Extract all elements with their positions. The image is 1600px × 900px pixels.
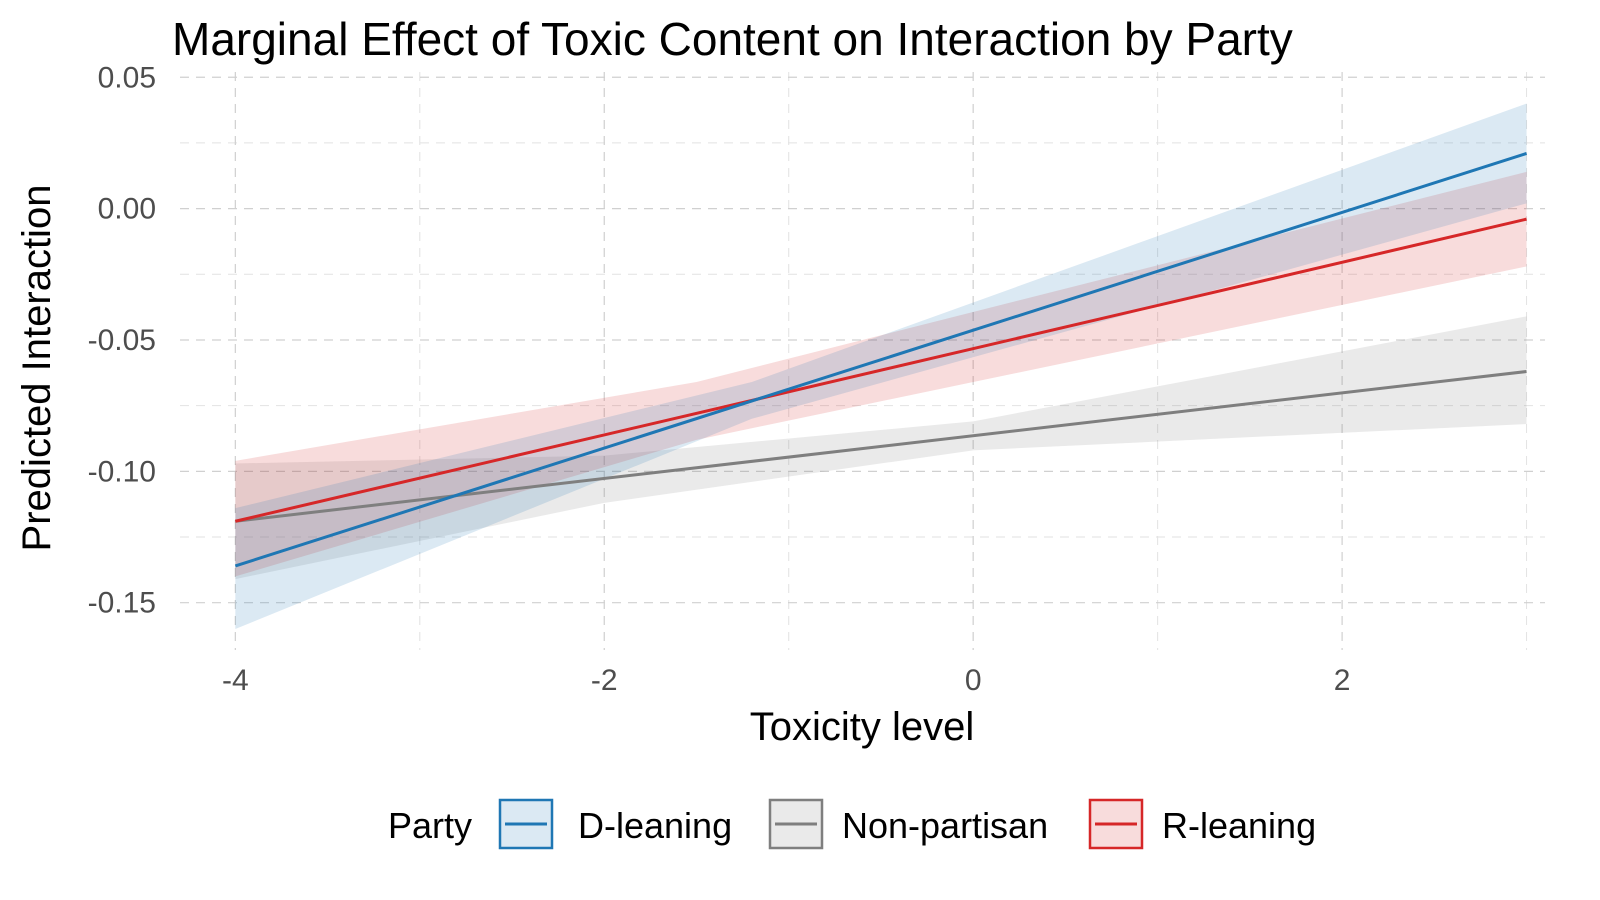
y-tick-label: 0.05 bbox=[98, 61, 156, 94]
ci-ribbon-r-leaning bbox=[235, 171, 1527, 577]
y-tick-label: -0.05 bbox=[88, 324, 156, 357]
y-axis-title: Predicted Interaction bbox=[15, 185, 59, 552]
series-line-d-leaning bbox=[234, 152, 1528, 568]
legend-item-non-partisan: Non-partisan bbox=[768, 798, 1048, 850]
chart-title: Marginal Effect of Toxic Content on Inte… bbox=[172, 13, 1293, 65]
x-tick-label: -2 bbox=[591, 664, 618, 697]
y-tick-label: -0.10 bbox=[88, 455, 156, 488]
grid bbox=[180, 72, 1545, 650]
confidence-ribbons bbox=[235, 103, 1527, 629]
legend-item-r-leaning: R-leaning bbox=[1088, 798, 1316, 850]
legend-label: Non-partisan bbox=[842, 805, 1048, 846]
legend: Party D-leaning Non-partisan R-leaning bbox=[388, 798, 1316, 850]
legend-label: D-leaning bbox=[578, 805, 732, 846]
legend-label: R-leaning bbox=[1162, 805, 1316, 846]
y-tick-label: 0.00 bbox=[98, 193, 156, 226]
series-lines bbox=[234, 152, 1528, 568]
y-axis-ticks: -0.15 -0.10 -0.05 0.00 0.05 bbox=[88, 61, 156, 619]
x-axis-ticks: -4 -2 0 2 bbox=[222, 664, 1350, 697]
series-line-r-leaning bbox=[234, 217, 1527, 523]
x-tick-label: 2 bbox=[1334, 664, 1351, 697]
legend-item-d-leaning: D-leaning bbox=[498, 798, 732, 850]
x-tick-label: -4 bbox=[222, 664, 249, 697]
ci-ribbon-d-leaning bbox=[235, 103, 1527, 629]
legend-title: Party bbox=[388, 805, 472, 846]
x-axis-title: Toxicity level bbox=[750, 705, 975, 749]
y-tick-label: -0.15 bbox=[88, 587, 156, 620]
x-tick-label: 0 bbox=[965, 664, 982, 697]
